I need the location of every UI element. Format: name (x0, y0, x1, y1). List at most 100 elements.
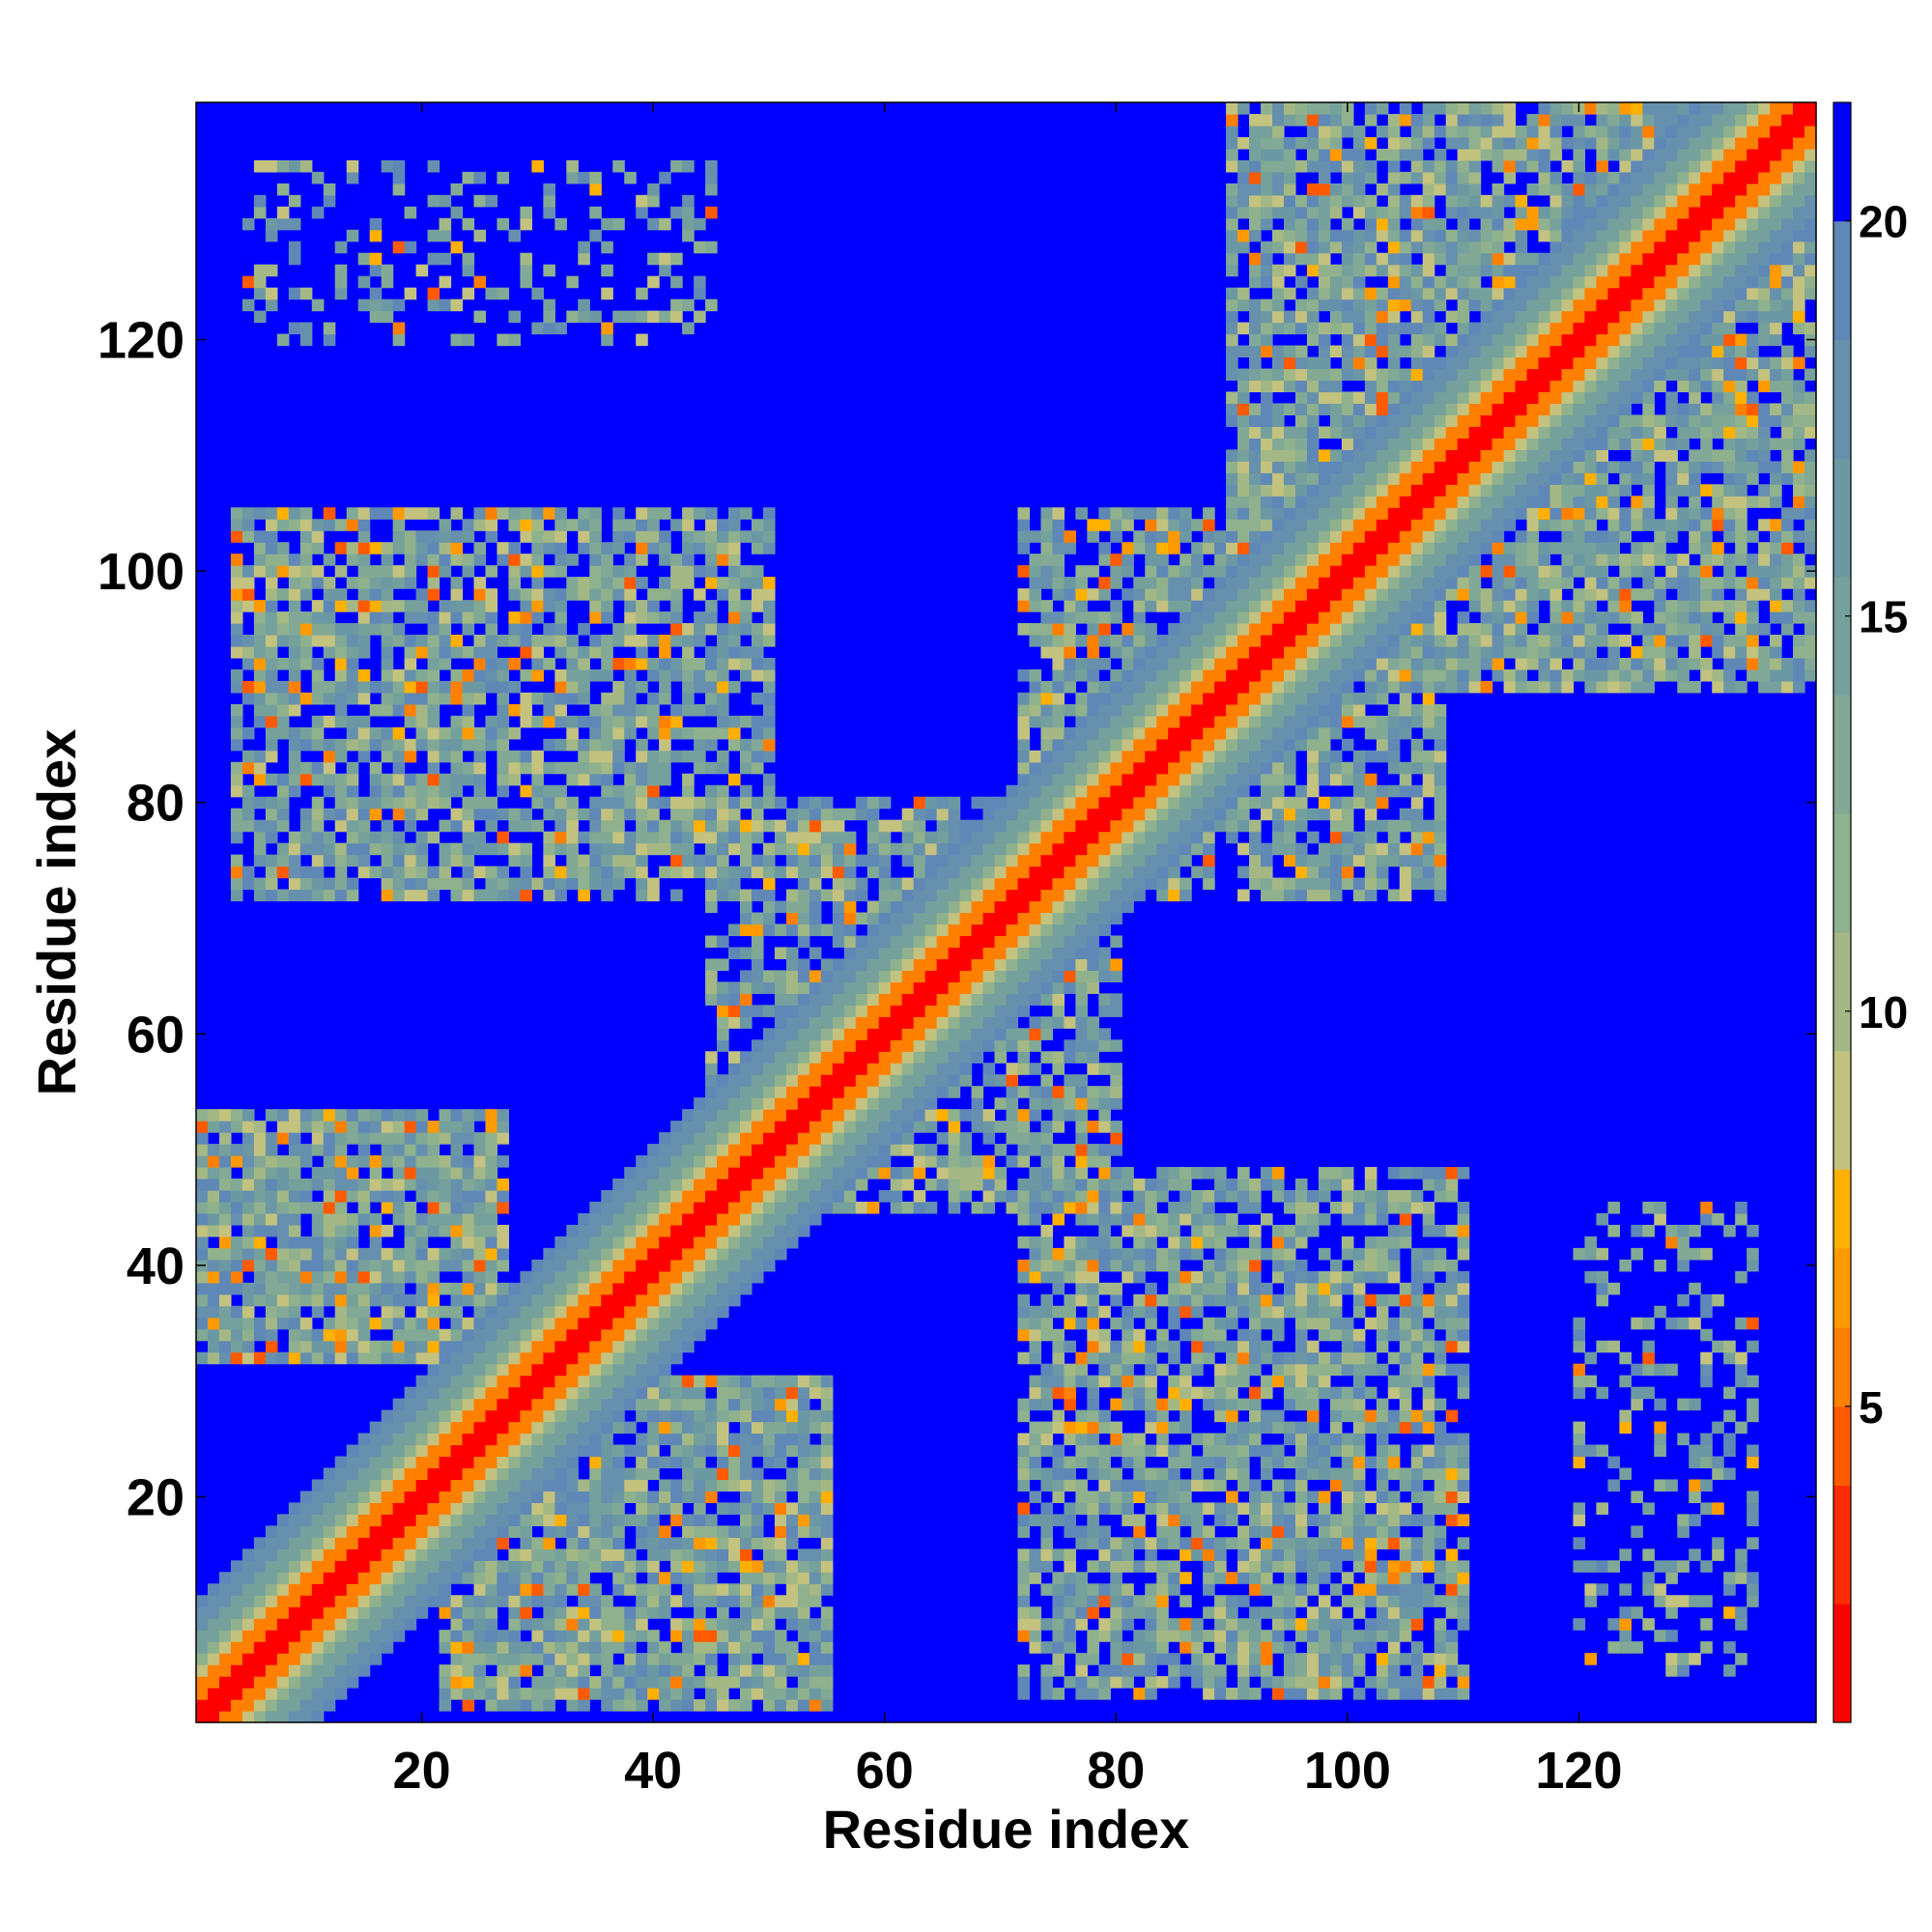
heatmap-cell (230, 668, 243, 682)
heatmap-cell (230, 1317, 243, 1330)
heatmap-cell (578, 1351, 590, 1365)
heatmap-cell (774, 1155, 787, 1168)
heatmap-cell (785, 1583, 799, 1596)
heatmap-cell (717, 1189, 729, 1203)
heatmap-cell (659, 171, 671, 185)
heatmap-cell (705, 1514, 718, 1526)
heatmap-cell (739, 1676, 753, 1689)
heatmap-cell (636, 715, 648, 728)
heatmap-cell (959, 1189, 973, 1203)
heatmap-cell (589, 877, 602, 891)
heatmap-cell (705, 1467, 718, 1481)
heatmap-cell (207, 1317, 220, 1330)
heatmap-cell (1052, 1583, 1065, 1596)
heatmap-cell (531, 554, 544, 566)
heatmap-cell (705, 519, 718, 531)
heatmap-cell (404, 1247, 417, 1261)
heatmap-cell (242, 1606, 255, 1619)
heatmap-cell (948, 808, 961, 821)
heatmap-cell (253, 1224, 267, 1237)
heatmap-cell (288, 1641, 301, 1654)
heatmap-cell (323, 333, 336, 347)
heatmap-cell (797, 1179, 810, 1191)
heatmap-cell (346, 1560, 359, 1573)
heatmap-cell (543, 623, 555, 636)
heatmap-cell (520, 600, 532, 612)
heatmap-cell (357, 1433, 371, 1446)
heatmap-cell (311, 1630, 325, 1642)
heatmap-cell (276, 889, 290, 902)
heatmap-cell (381, 726, 394, 740)
heatmap-cell (1017, 1583, 1031, 1596)
heatmap-cell (809, 1595, 822, 1607)
heatmap-cell (230, 866, 243, 879)
heatmap-cell (774, 1167, 787, 1179)
heatmap-cell (288, 1270, 301, 1284)
heatmap-cell (415, 1386, 429, 1400)
heatmap-cell (381, 1259, 394, 1272)
heatmap-cell (531, 1618, 544, 1631)
heatmap-cell (1040, 1167, 1054, 1179)
heatmap-cell (392, 530, 406, 543)
heatmap-cell (728, 1179, 741, 1191)
heatmap-cell (357, 1491, 371, 1504)
heatmap-cell (450, 1502, 464, 1515)
heatmap-cell (497, 842, 510, 856)
heatmap-cell (288, 1583, 301, 1596)
heatmap-cell (265, 542, 278, 554)
heatmap-cell (1075, 1502, 1088, 1515)
heatmap-cell (566, 854, 579, 867)
heatmap-cell (462, 738, 475, 752)
heatmap-cell (554, 1351, 567, 1365)
heatmap-cell (381, 1317, 394, 1330)
heatmap-cell (948, 1189, 961, 1203)
heatmap-cell (276, 1630, 290, 1642)
heatmap-cell (601, 1664, 613, 1677)
heatmap-cell (265, 1270, 278, 1284)
heatmap-cell (717, 542, 729, 554)
heatmap-cell (253, 1201, 267, 1214)
heatmap-cell (566, 1293, 579, 1307)
heatmap-cell (924, 1109, 938, 1122)
heatmap-cell (265, 1653, 278, 1665)
heatmap-cell (427, 1167, 440, 1179)
heatmap-cell (566, 275, 579, 289)
heatmap-cell (1075, 1351, 1088, 1365)
heatmap-cell (694, 1456, 706, 1469)
heatmap-cell (1052, 808, 1065, 821)
heatmap-cell (1075, 1433, 1088, 1446)
heatmap-cell (218, 1167, 232, 1179)
heatmap-cell (334, 287, 348, 300)
heatmap-cell (276, 1236, 290, 1249)
heatmap-cell (913, 1086, 926, 1098)
heatmap-cell (1040, 554, 1054, 566)
heatmap-cell (589, 1224, 602, 1237)
heatmap-cell (843, 1189, 857, 1203)
heatmap-cell (670, 1433, 683, 1446)
heatmap-cell (578, 680, 590, 694)
heatmap-cell (785, 1201, 799, 1214)
heatmap-cell (762, 819, 776, 833)
heatmap-cell (196, 1653, 209, 1665)
heatmap-cell (543, 507, 555, 520)
heatmap-cell (682, 1653, 695, 1665)
heatmap-cell (531, 1537, 544, 1549)
heatmap-cell (774, 1572, 787, 1584)
heatmap-cell (1040, 761, 1054, 775)
heatmap-cell (392, 1201, 406, 1214)
heatmap-cell (323, 1109, 336, 1122)
heatmap-cell (1029, 1305, 1042, 1319)
heatmap-cell (566, 1606, 579, 1619)
heatmap-cell (276, 1537, 290, 1549)
heatmap-cell (253, 1572, 267, 1584)
heatmap-cell (346, 692, 359, 705)
heatmap-cell (636, 1236, 648, 1249)
heatmap-cell (994, 866, 1008, 879)
heatmap-cell (601, 645, 613, 659)
heatmap-cell (636, 1328, 648, 1342)
heatmap-cell (450, 645, 464, 659)
heatmap-cell (728, 1121, 741, 1133)
heatmap-cell (1017, 1317, 1031, 1330)
heatmap-cell (1052, 923, 1065, 937)
heatmap-cell (1098, 1548, 1111, 1561)
